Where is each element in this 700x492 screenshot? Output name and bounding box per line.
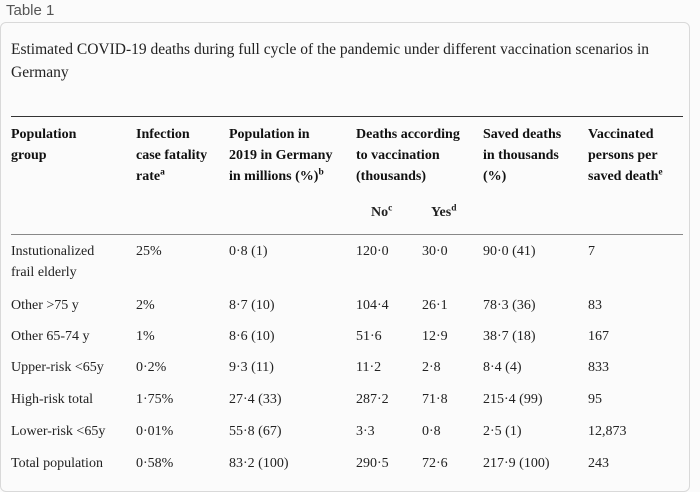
header-vaccinated: Vaccinated persons per saved deathe — [588, 124, 663, 187]
footnote-marker: d — [451, 203, 457, 214]
cell-deaths-yes: 30·0 — [422, 244, 448, 259]
cell-population: 8·6 (10) — [229, 329, 275, 344]
cell-group: Upper-risk <65y — [11, 360, 104, 375]
header-line: in thousands — [483, 148, 559, 163]
header-line: Infection — [136, 127, 190, 142]
header-line: saved deathe — [588, 166, 663, 187]
header-line: Population — [11, 127, 77, 142]
header-line: case fatality — [136, 148, 208, 163]
cell-saved: 215·4 (99) — [483, 392, 543, 407]
cell-population: 55·8 (67) — [229, 424, 282, 439]
cell-saved: 8·4 (4) — [483, 360, 522, 375]
cell-vaccinated: 243 — [588, 456, 609, 471]
header-text: in millions (%) — [229, 169, 319, 184]
header-line: (%) — [483, 169, 507, 184]
table-caption: Estimated COVID-19 deaths during full cy… — [11, 41, 650, 81]
cell-saved: 38·7 (18) — [483, 329, 536, 344]
cell-group: frail elderly — [11, 265, 77, 280]
cell-population: 9·3 (11) — [229, 360, 274, 375]
cell-ifr: 1% — [136, 329, 155, 344]
cell-deaths-yes: 2·8 — [422, 360, 441, 375]
cell-deaths-no: 104·4 — [356, 298, 389, 313]
cell-deaths-yes: 12·9 — [422, 329, 448, 344]
cell-deaths-no: 11·2 — [356, 360, 382, 375]
header-line: Deaths according — [356, 127, 460, 142]
header-deaths-yes: Yesd — [431, 203, 457, 221]
cell-vaccinated: 7 — [588, 244, 595, 259]
cell-population: 83·2 (100) — [229, 456, 289, 471]
header-text: saved death — [588, 169, 659, 184]
cell-ifr: 25% — [136, 244, 162, 259]
header-line: in millions (%)b — [229, 166, 332, 187]
footnote-marker: e — [658, 167, 663, 178]
table-label: Table 1 — [6, 2, 55, 19]
cell-saved: 90·0 (41) — [483, 244, 536, 259]
cell-vaccinated: 95 — [588, 392, 602, 407]
cell-group: Total population — [11, 456, 103, 471]
cell-ifr: 0·2% — [136, 360, 167, 375]
header-top-rule — [11, 116, 683, 117]
cell-population: 27·4 (33) — [229, 392, 282, 407]
cell-vaccinated: 833 — [588, 360, 609, 375]
cell-group: Other >75 y — [11, 298, 79, 313]
header-deaths: Deaths according to vaccination (thousan… — [356, 124, 460, 187]
cell-population: 0·8 (1) — [229, 244, 268, 259]
header-line: (thousands) — [356, 169, 427, 184]
cell-saved: 217·9 (100) — [483, 456, 550, 471]
cell-vaccinated: 12,873 — [588, 424, 627, 439]
cell-ifr: 2% — [136, 298, 155, 313]
cell-deaths-no: 290·5 — [356, 456, 389, 471]
cell-vaccinated: 83 — [588, 298, 602, 313]
header-bottom-rule — [11, 234, 683, 235]
header-line: persons per — [588, 148, 658, 163]
header-saved: Saved deaths in thousands (%) — [483, 124, 561, 187]
cell-group: High-risk total — [11, 392, 94, 407]
cell-deaths-yes: 26·1 — [422, 298, 448, 313]
cell-group: Instutionalized — [11, 244, 95, 259]
cell-deaths-yes: 0·8 — [422, 424, 441, 439]
header-line: ratea — [136, 166, 207, 187]
header-ifr: Infection case fatality ratea — [136, 124, 207, 187]
cell-saved: 78·3 (36) — [483, 298, 536, 313]
header-line: 2019 in Germany — [229, 148, 333, 163]
table-row: Instutionalized frail elderly — [11, 241, 94, 283]
cell-ifr: 0·58% — [136, 456, 174, 471]
header-deaths-no: Noc — [371, 203, 393, 221]
header-text: Yes — [431, 205, 452, 220]
cell-vaccinated: 167 — [588, 329, 609, 344]
footnote-marker: c — [388, 203, 393, 214]
table-card: Estimated COVID-19 deaths during full cy… — [0, 22, 690, 492]
header-text: rate — [136, 169, 161, 184]
cell-ifr: 0·01% — [136, 424, 174, 439]
footnote-marker: b — [318, 167, 324, 178]
footnote-marker: a — [160, 167, 165, 178]
header-population: Population in 2019 in Germany in million… — [229, 124, 332, 187]
header-text: No — [371, 205, 389, 220]
cell-saved: 2·5 (1) — [483, 424, 522, 439]
cell-group: Lower-risk <65y — [11, 424, 106, 439]
header-line: group — [11, 148, 47, 163]
cell-deaths-no: 287·2 — [356, 392, 389, 407]
header-line: Saved deaths — [483, 127, 562, 142]
cell-deaths-yes: 71·8 — [422, 392, 448, 407]
cell-deaths-no: 120·0 — [356, 244, 389, 259]
header-line: to vaccination — [356, 148, 440, 163]
cell-deaths-no: 51·6 — [356, 329, 382, 344]
header-population-group: Population group — [11, 124, 76, 166]
header-line: Vaccinated — [588, 127, 654, 142]
cell-deaths-yes: 72·6 — [422, 456, 448, 471]
cell-ifr: 1·75% — [136, 392, 174, 407]
cell-group: Other 65-74 y — [11, 329, 90, 344]
cell-deaths-no: 3·3 — [356, 424, 375, 439]
cell-population: 8·7 (10) — [229, 298, 275, 313]
header-line: Population in — [229, 127, 310, 142]
